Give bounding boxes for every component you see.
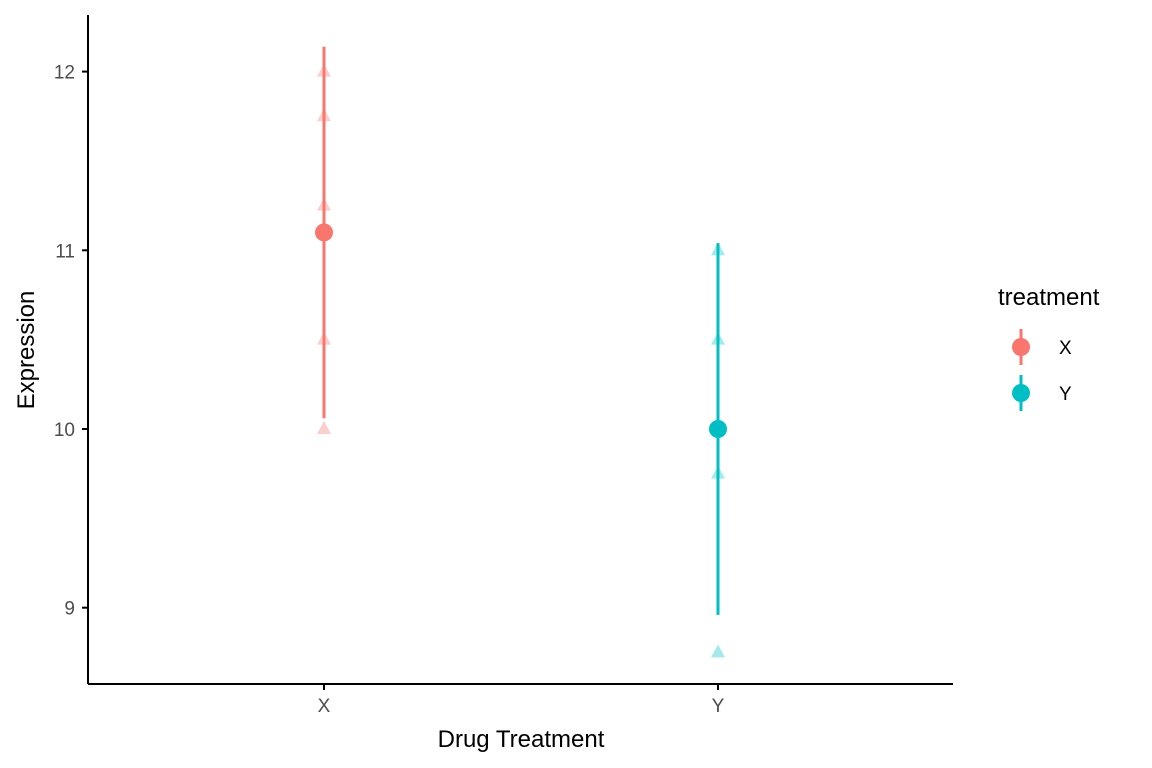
x-tick-label: X xyxy=(318,696,331,717)
legend-label: Y xyxy=(1059,384,1072,405)
mean-point xyxy=(315,223,333,242)
x-axis-title: Drug Treatment xyxy=(438,726,605,753)
legend-key-point xyxy=(1012,384,1030,402)
legend: treatment X Y xyxy=(998,284,1100,411)
y-axis-title: Expression xyxy=(13,291,40,410)
x-tick-label: Y xyxy=(712,696,725,717)
raw-point xyxy=(317,421,331,434)
y-tick-label: 12 xyxy=(54,63,75,84)
legend-title: treatment xyxy=(998,284,1100,311)
legend-key-point xyxy=(1012,338,1030,356)
y-tick-label: 11 xyxy=(55,241,75,262)
plot-marks xyxy=(315,46,727,658)
y-tick-label: 10 xyxy=(54,420,75,441)
mean-point xyxy=(709,420,727,438)
legend-label: X xyxy=(1059,338,1072,359)
y-tick-label: 9 xyxy=(64,599,75,620)
raw-point xyxy=(711,644,725,658)
y-axis: 9 10 11 12 xyxy=(54,63,88,620)
